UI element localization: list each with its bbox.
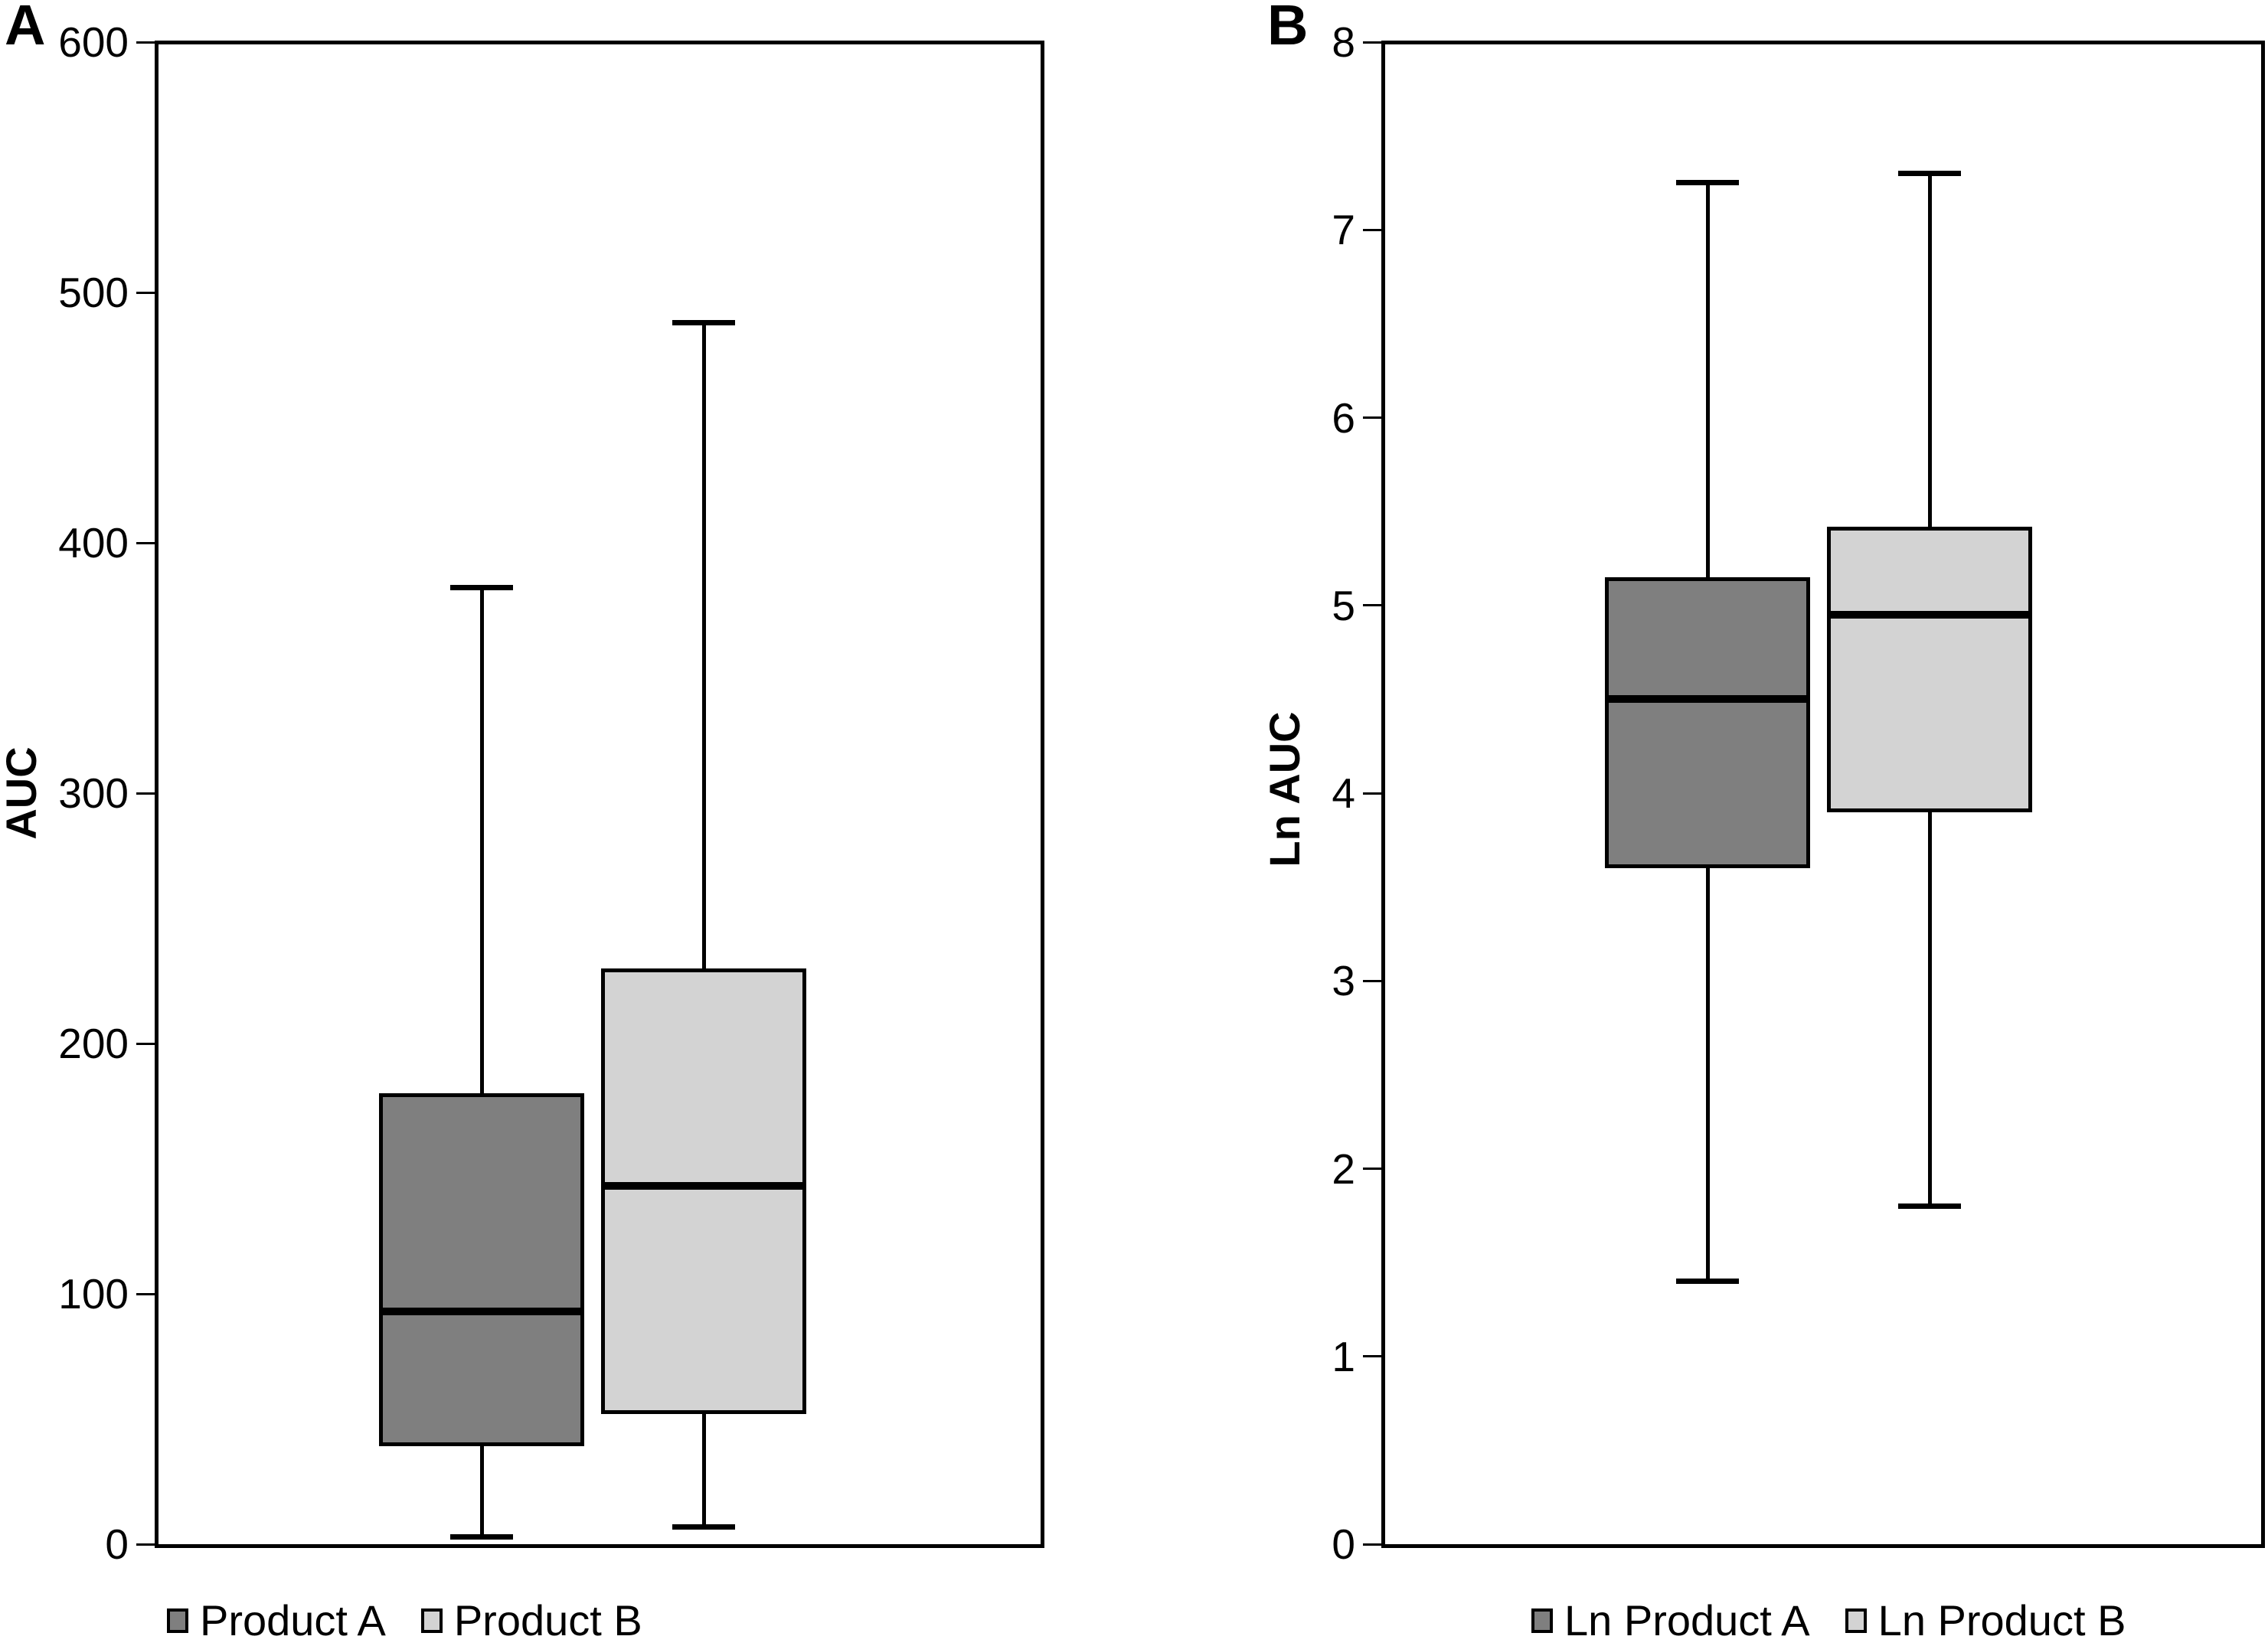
y-tick-mark (1363, 228, 1383, 231)
y-tick-mark (136, 1042, 156, 1045)
median-ln-product-a (1605, 695, 1810, 704)
y-tick-mark (1363, 1168, 1383, 1170)
legend-swatch-icon (1845, 1608, 1867, 1633)
y-tick-label: 3 (1332, 957, 1355, 1005)
y-tick-mark (1363, 792, 1383, 795)
legend-label: Product A (200, 1596, 386, 1644)
y-tick-label: 100 (58, 1270, 129, 1318)
box-ln-product-a (1605, 576, 1810, 869)
whisker-upper-ln-product-a (1705, 182, 1710, 577)
whisker-cap-top-product-a (450, 585, 513, 591)
legend-swatch-icon (1531, 1608, 1553, 1633)
whisker-cap-top-ln-product-a (1676, 180, 1739, 186)
y-tick-mark (136, 291, 156, 294)
y-tick-mark (1363, 41, 1383, 44)
y-tick-label: 600 (58, 18, 129, 66)
y-tick-mark (1363, 416, 1383, 419)
y-tick-mark (1363, 1355, 1383, 1358)
whisker-upper-ln-product-b (1927, 173, 1932, 527)
panel-b-plot-area (1381, 41, 2265, 1548)
legend-swatch-icon (420, 1608, 443, 1633)
legend-item: Product B (420, 1596, 642, 1644)
whisker-cap-bottom-product-b (672, 1524, 735, 1530)
legend-label: Product B (453, 1596, 642, 1644)
whisker-cap-bottom-ln-product-b (1898, 1203, 1961, 1210)
y-tick-label: 5 (1332, 581, 1355, 629)
median-product-a (379, 1307, 584, 1315)
whisker-upper-product-a (479, 587, 484, 1094)
whisker-lower-ln-product-a (1705, 868, 1710, 1282)
y-tick-label: 4 (1332, 769, 1355, 817)
legend-label: Ln Product B (1877, 1596, 2126, 1644)
y-tick-mark (136, 1543, 156, 1546)
y-tick-label: 2 (1332, 1145, 1355, 1193)
y-tick-label: 0 (1332, 1520, 1355, 1568)
y-tick-mark (136, 1292, 156, 1295)
panel-b-legend: Ln Product A Ln Product B (1531, 1595, 2126, 1646)
y-tick-label: 6 (1332, 394, 1355, 442)
y-tick-mark (1363, 604, 1383, 607)
y-tick-label: 300 (58, 769, 129, 817)
whisker-lower-product-b (701, 1413, 706, 1527)
legend-item: Ln Product B (1845, 1598, 2126, 1644)
y-tick-mark (136, 792, 156, 795)
y-tick-label: 7 (1332, 206, 1355, 254)
whisker-cap-bottom-ln-product-a (1676, 1279, 1739, 1285)
panel-a-plot-area (155, 41, 1044, 1548)
median-ln-product-b (1827, 611, 2032, 619)
whisker-cap-top-ln-product-b (1898, 171, 1961, 177)
y-tick-label: 500 (58, 269, 129, 316)
y-tick-mark (136, 41, 156, 44)
y-tick-label: 1 (1332, 1332, 1355, 1380)
y-tick-mark (1363, 1543, 1383, 1546)
y-tick-mark (1363, 979, 1383, 982)
median-product-b (601, 1182, 806, 1190)
box-ln-product-b (1827, 526, 2032, 812)
panel-a-label: A (5, 0, 46, 57)
whisker-lower-product-a (479, 1446, 484, 1537)
y-tick-label: 0 (105, 1520, 129, 1568)
y-tick-label: 8 (1332, 18, 1355, 66)
whisker-lower-ln-product-b (1927, 812, 1932, 1207)
y-tick-label: 200 (58, 1020, 129, 1067)
y-tick-mark (136, 541, 156, 544)
box-product-b (601, 968, 806, 1414)
legend-label: Ln Product A (1564, 1596, 1810, 1644)
legend-item: Ln Product A (1531, 1598, 1810, 1644)
whisker-upper-product-b (701, 322, 706, 968)
panel-a-legend: Product A Product B (167, 1595, 642, 1646)
whisker-cap-bottom-product-a (450, 1533, 513, 1540)
box-product-a (379, 1093, 584, 1447)
panel-b-label: B (1267, 0, 1309, 57)
legend-swatch-icon (167, 1608, 188, 1633)
y-tick-label: 400 (58, 519, 129, 567)
legend-item: Product A (167, 1598, 386, 1644)
whisker-cap-top-product-b (672, 319, 735, 325)
